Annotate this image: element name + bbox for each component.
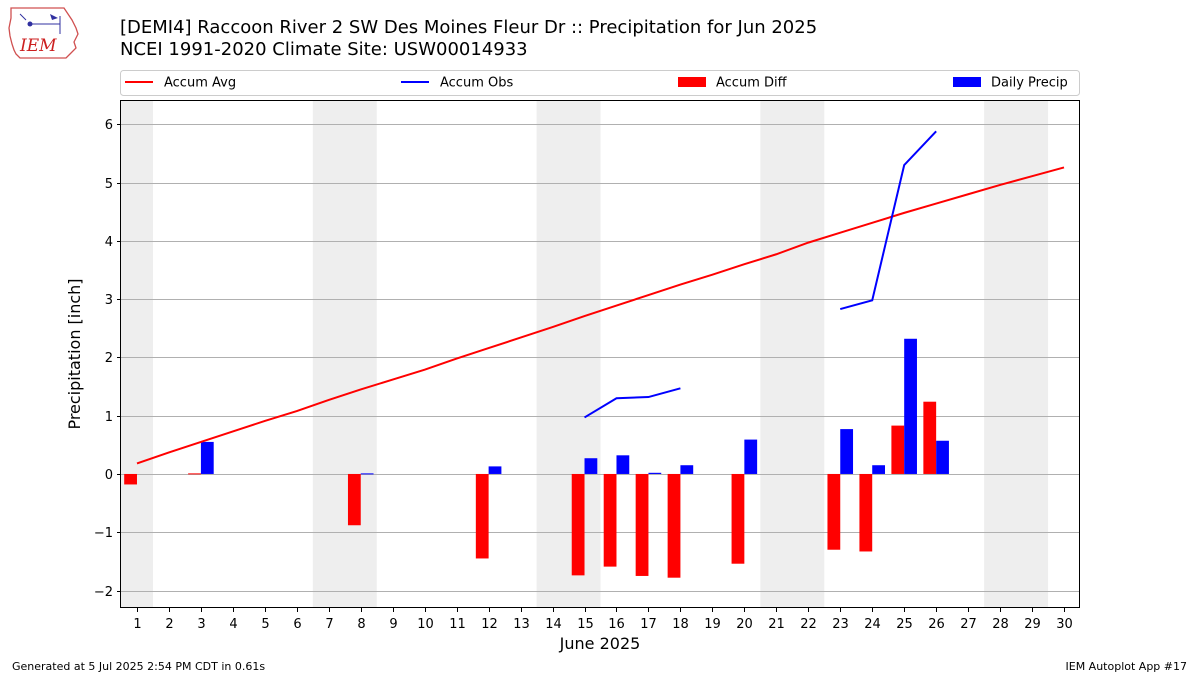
- y-tick-label: 4: [105, 235, 113, 250]
- x-tick-label: 20: [736, 617, 753, 632]
- daily-precip-bar: [680, 465, 694, 474]
- weekend-band: [984, 101, 1049, 608]
- accum-diff-bar: [188, 473, 201, 475]
- accum-diff-bar: [731, 473, 745, 564]
- x-tick-label: 21: [768, 617, 785, 632]
- x-tick-label: 17: [640, 617, 657, 632]
- x-tick-label: 16: [608, 617, 625, 632]
- x-axis-label: June 2025: [559, 634, 641, 653]
- accum-obs-line: [584, 387, 681, 419]
- x-tick-label: 18: [672, 617, 689, 632]
- x-axis: 1 2 3 4 5 6 7 8 9 10 11 12 13 14 15 16 17 18 19 20 21 22 23 24 2…: [133, 608, 1073, 632]
- y-axis-label: Precipitation [inch]: [65, 278, 84, 429]
- iem-logo: IEM: [6, 4, 82, 60]
- daily-precip-bar: [488, 466, 502, 474]
- legend-label-daily-precip: Daily Precip: [991, 76, 1068, 91]
- daily-precip-bar: [648, 472, 662, 474]
- y-tick-label: 3: [105, 293, 113, 308]
- daily-precip-bar: [936, 440, 949, 474]
- y-tick-label: 6: [105, 118, 113, 133]
- x-tick-label: 5: [261, 617, 269, 632]
- accum-diff-bar: [859, 473, 873, 552]
- x-tick-label: 4: [229, 617, 237, 632]
- logo-text: IEM: [19, 36, 57, 56]
- x-tick-label: 6: [293, 617, 301, 632]
- daily-precip-bar: [616, 455, 630, 474]
- daily-precip-bar: [360, 473, 374, 475]
- weekend-band: [536, 101, 601, 608]
- accum-diff-bar: [475, 473, 489, 559]
- x-tick-label: 9: [389, 617, 397, 632]
- y-tick-label: 1: [105, 410, 113, 425]
- accum-diff-bar: [827, 473, 841, 550]
- x-tick-label: 29: [1024, 617, 1041, 632]
- y-tick-label: 0: [105, 468, 113, 483]
- chart-title: [DEMI4] Raccoon River 2 SW Des Moines Fl…: [120, 17, 818, 38]
- x-tick-label: 2: [165, 617, 173, 632]
- weekend-band: [312, 101, 377, 608]
- x-tick-label: 22: [800, 617, 817, 632]
- legend-item-accum-diff: Accum Diff: [678, 76, 788, 91]
- accum-diff-bar: [891, 425, 905, 474]
- x-tick-label: 3: [197, 617, 205, 632]
- legend: Accum Avg Accum Obs Accum Diff Daily Pre…: [120, 70, 1080, 96]
- x-tick-label: 19: [704, 617, 721, 632]
- x-tick-label: 13: [513, 617, 530, 632]
- legend-label-accum-avg: Accum Avg: [164, 76, 236, 91]
- daily-precip-bar: [872, 465, 886, 474]
- y-axis: −2 −1 0 1 2 3 4 5 6: [94, 118, 121, 600]
- y-tick-label: 2: [105, 351, 113, 366]
- daily-precip-bar: [904, 338, 917, 474]
- weekend-band: [121, 101, 153, 608]
- accum-diff-bar: [347, 473, 361, 526]
- x-tick-label: 10: [417, 617, 434, 632]
- accum-diff-bar: [571, 473, 585, 576]
- accum-diff-bar: [603, 473, 617, 567]
- x-tick-label: 7: [325, 617, 333, 632]
- accum-diff-bar: [923, 401, 937, 474]
- accum-diff-bar: [635, 473, 649, 576]
- footer-app: IEM Autoplot App #17: [1065, 660, 1188, 673]
- y-tick-label: −2: [94, 585, 113, 600]
- x-tick-label: 15: [577, 617, 594, 632]
- legend-item-accum-avg: Accum Avg: [125, 76, 236, 91]
- line-marks: [136, 130, 1065, 465]
- accum-diff-bar: [667, 473, 681, 578]
- daily-precip-bar: [744, 439, 758, 474]
- x-tick-label: 12: [481, 617, 498, 632]
- legend-label-accum-diff: Accum Diff: [716, 76, 788, 91]
- x-tick-label: 23: [832, 617, 849, 632]
- x-tick-label: 30: [1056, 617, 1073, 632]
- weekend-bands: [121, 101, 1049, 608]
- bar-marks: [124, 338, 949, 578]
- daily-precip-bar: [584, 458, 598, 474]
- x-tick-label: 1: [133, 617, 141, 632]
- x-tick-label: 11: [449, 617, 466, 632]
- legend-item-daily-precip: Daily Precip: [953, 76, 1068, 91]
- plot-frame: [120, 100, 1080, 608]
- x-tick-label: 25: [896, 617, 913, 632]
- x-tick-label: 28: [992, 617, 1009, 632]
- chart-subtitle: NCEI 1991-2020 Climate Site: USW00014933: [120, 39, 528, 60]
- y-tick-label: −1: [94, 526, 113, 541]
- accum-avg-line: [136, 166, 1065, 465]
- x-tick-label: 14: [545, 617, 562, 632]
- legend-label-accum-obs: Accum Obs: [440, 76, 513, 91]
- daily-precip-bar: [200, 441, 214, 474]
- footer-generated: Generated at 5 Jul 2025 2:54 PM CDT in 0…: [12, 660, 266, 673]
- weekend-band: [760, 101, 825, 608]
- y-tick-label: 5: [105, 177, 113, 192]
- x-tick-label: 24: [864, 617, 881, 632]
- accum-diff-bar: [124, 473, 137, 485]
- x-tick-label: 26: [928, 617, 945, 632]
- accum-obs-line: [839, 130, 937, 311]
- x-tick-label: 27: [960, 617, 977, 632]
- daily-precip-bar: [840, 429, 854, 474]
- legend-item-accum-obs: Accum Obs: [401, 76, 513, 91]
- x-tick-label: 8: [357, 617, 365, 632]
